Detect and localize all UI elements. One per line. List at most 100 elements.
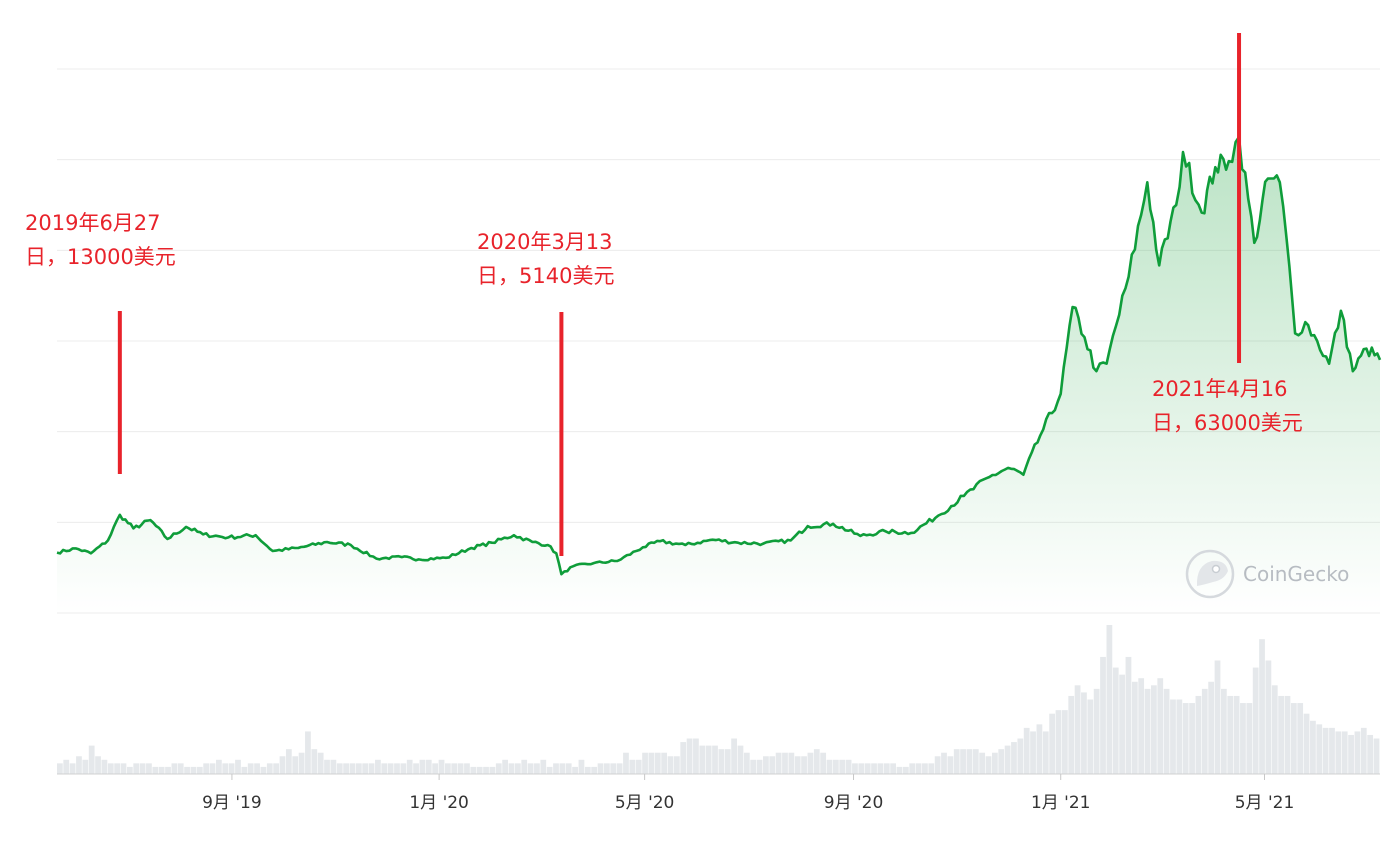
volume-bar xyxy=(1240,703,1246,774)
volume-bar xyxy=(527,763,534,774)
volume-bar xyxy=(375,759,381,774)
volume-bar xyxy=(680,742,687,774)
volume-bar xyxy=(451,763,458,774)
volume-bar xyxy=(311,749,318,774)
volume-bar xyxy=(514,763,521,774)
volume-bar xyxy=(902,766,909,774)
price-line-group xyxy=(56,135,1382,576)
volume-bar xyxy=(400,763,407,774)
x-tick-label: 9月 '20 xyxy=(824,793,884,813)
volume-bar xyxy=(807,752,814,774)
volume-bar xyxy=(1290,703,1297,774)
volume-bar xyxy=(915,763,922,774)
volume-bar xyxy=(235,759,241,774)
volume-bar xyxy=(1220,688,1227,774)
volume-bar xyxy=(947,756,954,774)
volume-bar xyxy=(992,752,998,774)
volume-bar xyxy=(572,766,578,774)
volume-bar xyxy=(1049,713,1056,774)
volume-bar xyxy=(228,763,235,774)
volume-bar xyxy=(985,756,992,774)
volume-bar xyxy=(203,763,210,774)
volume-bar xyxy=(763,756,769,774)
volume-bar xyxy=(1017,738,1024,774)
volume-bar xyxy=(95,756,101,774)
volume-bar xyxy=(483,766,489,774)
volume-bar xyxy=(1030,731,1036,774)
volume-bar xyxy=(705,745,712,774)
volume-bar xyxy=(1265,660,1272,774)
volume-bar xyxy=(540,759,547,774)
volume-bar xyxy=(464,763,470,774)
volume-bar xyxy=(1354,731,1361,774)
volume-bar xyxy=(1157,678,1164,774)
volume-bar xyxy=(909,763,916,774)
volume-bar xyxy=(941,752,947,774)
volume-bar xyxy=(241,766,248,774)
volume-bar xyxy=(616,763,623,774)
volume-bar xyxy=(1176,699,1183,774)
volume-bar xyxy=(355,763,362,774)
volume-bar xyxy=(209,763,216,774)
volume-bar xyxy=(413,763,419,774)
volume-bar xyxy=(247,763,254,774)
volume-bar xyxy=(1271,685,1278,774)
volume-bar xyxy=(349,763,356,774)
volume-bar xyxy=(871,763,877,774)
volume-bar xyxy=(425,759,432,774)
volume-bar xyxy=(1259,639,1265,774)
volume-bar xyxy=(362,763,369,774)
volume-bar xyxy=(1042,731,1049,774)
volume-bar xyxy=(1106,625,1113,774)
gecko-logo-icon xyxy=(1185,549,1235,599)
volume-bar xyxy=(63,759,70,774)
volume-bar xyxy=(305,731,311,774)
price-area-fill xyxy=(57,137,1380,613)
volume-bar xyxy=(788,752,795,774)
volume-bar xyxy=(343,763,349,774)
volume-bar xyxy=(254,763,260,774)
x-tick-label: 5月 '21 xyxy=(1235,793,1295,813)
volume-bar xyxy=(775,752,782,774)
volume-bar xyxy=(591,766,598,774)
volume-bar xyxy=(489,766,496,774)
volume-bar xyxy=(292,756,299,774)
volume-bar xyxy=(858,763,865,774)
volume-bar xyxy=(419,759,426,774)
volume-bar xyxy=(629,759,636,774)
volume-bar xyxy=(724,749,731,774)
volume-bar xyxy=(584,766,591,774)
volume-bar xyxy=(82,759,89,774)
volume-bar xyxy=(1252,667,1259,774)
volume-bar xyxy=(69,763,76,774)
volume-bar xyxy=(266,763,273,774)
price-line xyxy=(56,135,1382,576)
volume-bar xyxy=(565,763,572,774)
annotation-markers xyxy=(117,33,1242,556)
volume-bar xyxy=(1138,678,1145,774)
annotation-label-2020: 2020年3月13 日，5140美元 xyxy=(477,230,615,288)
volume-bar xyxy=(1061,710,1068,774)
volume-bars xyxy=(57,625,1380,774)
volume-bar xyxy=(1195,695,1202,774)
volume-bar xyxy=(57,763,63,774)
volume-bar xyxy=(686,738,693,774)
volume-bar xyxy=(737,745,744,774)
volume-bar xyxy=(88,745,95,774)
volume-bar xyxy=(623,752,629,774)
volume-bar xyxy=(1112,667,1119,774)
volume-bar xyxy=(133,763,140,774)
volume-bar xyxy=(298,752,305,774)
volume-bar xyxy=(196,766,203,774)
volume-bar xyxy=(769,756,776,774)
volume-bar xyxy=(661,752,668,774)
volume-bar xyxy=(934,756,941,774)
volume-bar xyxy=(852,763,858,774)
volume-bar xyxy=(1125,656,1132,774)
coingecko-watermark: CoinGecko xyxy=(1185,549,1349,599)
volume-bar xyxy=(654,752,661,774)
volume-bar xyxy=(610,763,617,774)
volume-bar xyxy=(285,749,292,774)
volume-bar xyxy=(171,763,178,774)
